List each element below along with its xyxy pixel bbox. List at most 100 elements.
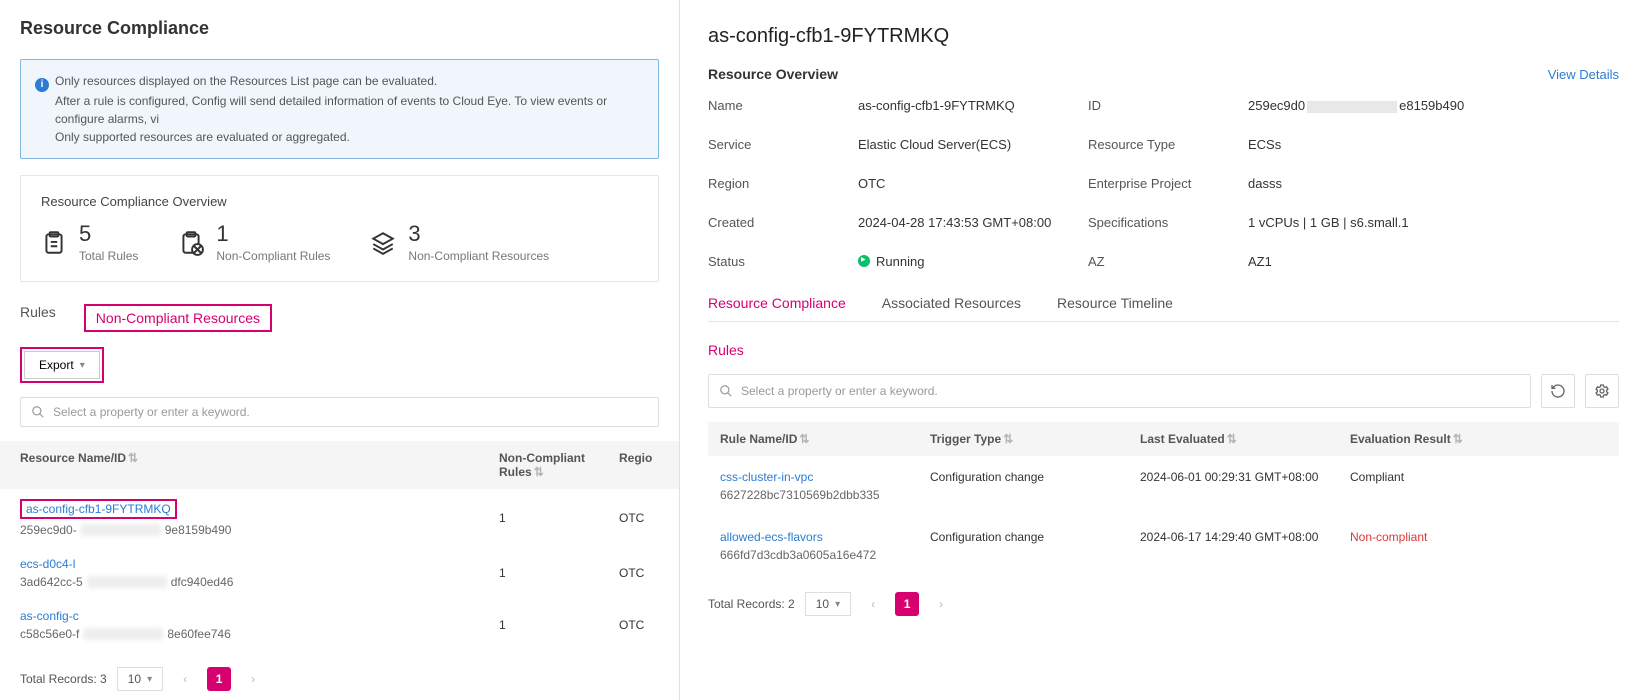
rule-name-link[interactable]: css-cluster-in-vpc: [720, 470, 813, 484]
info-line-1: Only resources displayed on the Resource…: [55, 74, 437, 88]
settings-button[interactable]: [1585, 374, 1619, 408]
view-details-link[interactable]: View Details: [1548, 67, 1619, 82]
th-eval-result[interactable]: Evaluation Result: [1350, 432, 1451, 446]
right-page-current[interactable]: 1: [895, 592, 919, 616]
search-icon: [31, 405, 45, 419]
right-table-body: css-cluster-in-vpc 6627228bc7310569b2dbb…: [708, 456, 1619, 576]
page-size-select[interactable]: 10 ▾: [117, 667, 163, 691]
left-search-input[interactable]: Select a property or enter a keyword.: [20, 397, 659, 427]
table-row: allowed-ecs-flavors 666fd7d3cdb3a0605a16…: [708, 516, 1619, 576]
th-trigger-type[interactable]: Trigger Type: [930, 432, 1001, 446]
right-pagination: Total Records: 2 10 ▾ ‹ 1 ›: [708, 576, 1619, 632]
resource-overview-grid: Name as-config-cfb1-9FYTRMKQ ID 259ec9d0…: [708, 98, 1619, 269]
kv-name-key: Name: [708, 98, 858, 113]
rule-name-link[interactable]: allowed-ecs-flavors: [720, 530, 823, 544]
kv-status-val: Running: [858, 254, 1088, 269]
left-search-placeholder: Select a property or enter a keyword.: [53, 405, 250, 419]
clipboard-icon: [41, 230, 67, 256]
left-table-header: Resource Name/ID⇅ Non-Compliant Rules⇅ R…: [0, 441, 679, 489]
sort-icon: ⇅: [1227, 432, 1237, 446]
kv-az-val: AZ1: [1248, 254, 1619, 269]
kv-id-key: ID: [1088, 98, 1248, 113]
cell-eval-result: Non-compliant: [1350, 530, 1607, 544]
page-prev[interactable]: ‹: [173, 667, 197, 691]
left-pagination: Total Records: 3 10 ▾ ‹ 1 ›: [0, 651, 679, 700]
stat-nc-res-label: Non-Compliant Resources: [408, 249, 549, 263]
stat-total-rules: 5 Total Rules: [41, 223, 138, 263]
right-page-size-select[interactable]: 10 ▾: [805, 592, 851, 616]
kv-ep-key: Enterprise Project: [1088, 176, 1248, 191]
right-page-next[interactable]: ›: [929, 592, 953, 616]
cell-trigger-type: Configuration change: [930, 530, 1140, 544]
gear-icon: [1594, 383, 1610, 399]
rule-id: 666fd7d3cdb3a0605a16e472: [720, 548, 930, 562]
kv-az-key: AZ: [1088, 254, 1248, 269]
right-page-prev[interactable]: ‹: [861, 592, 885, 616]
cell-eval-result: Compliant: [1350, 470, 1607, 484]
tab-noncompliant-resources[interactable]: Non-Compliant Resources: [84, 304, 272, 332]
page-size-value: 10: [128, 672, 141, 686]
right-table-header: Rule Name/ID⇅ Trigger Type⇅ Last Evaluat…: [708, 422, 1619, 456]
stat-nc-rules-label: Non-Compliant Rules: [216, 249, 330, 263]
kv-spec-val: 1 vCPUs | 1 GB | s6.small.1: [1248, 215, 1619, 230]
tab-resource-timeline[interactable]: Resource Timeline: [1057, 295, 1173, 321]
right-page-size-value: 10: [816, 597, 829, 611]
sort-icon: ⇅: [534, 465, 544, 479]
total-records: Total Records: 3: [20, 672, 107, 686]
resource-name-link[interactable]: as-config-c: [20, 609, 79, 623]
chevron-down-icon: ▾: [80, 360, 85, 371]
kv-id-val: 259ec9d0e8159b490: [1248, 98, 1619, 113]
resource-id: 259ec9d0-9e8159b490: [20, 523, 499, 537]
cell-nc-rules: 1: [499, 511, 619, 525]
stat-total-rules-num: 5: [79, 223, 138, 245]
export-button[interactable]: Export ▾: [24, 351, 100, 379]
detail-tabs: Resource Compliance Associated Resources…: [708, 295, 1619, 322]
page-next[interactable]: ›: [241, 667, 265, 691]
stat-nc-rules-num: 1: [216, 223, 330, 245]
right-search-input[interactable]: Select a property or enter a keyword.: [708, 374, 1531, 408]
cell-trigger-type: Configuration change: [930, 470, 1140, 484]
cell-region: OTC: [619, 511, 659, 525]
kv-service-key: Service: [708, 137, 858, 152]
resource-id: 3ad642cc-5dfc940ed46: [20, 575, 499, 589]
stat-total-rules-label: Total Rules: [79, 249, 138, 263]
chevron-down-icon: ▾: [147, 674, 152, 685]
left-panel: Resource Compliance i Only resources disp…: [0, 0, 680, 700]
refresh-icon: [1550, 383, 1566, 399]
kv-ep-val: dasss: [1248, 176, 1619, 191]
search-icon: [719, 384, 733, 398]
kv-spec-key: Specifications: [1088, 215, 1248, 230]
clipboard-cancel-icon: [178, 230, 204, 256]
right-search-placeholder: Select a property or enter a keyword.: [741, 384, 938, 398]
info-notice: i Only resources displayed on the Resourc…: [20, 59, 659, 159]
page-title: Resource Compliance: [0, 0, 679, 47]
info-icon: i: [35, 78, 49, 92]
info-line-3: Only supported resources are evaluated o…: [35, 128, 644, 146]
tab-rules[interactable]: Rules: [20, 304, 56, 332]
tab-resource-compliance[interactable]: Resource Compliance: [708, 295, 846, 321]
th-region[interactable]: Regio: [619, 451, 652, 465]
cell-nc-rules: 1: [499, 618, 619, 632]
overview-card-title: Resource Compliance Overview: [41, 194, 638, 209]
left-table-body: as-config-cfb1-9FYTRMKQ 259ec9d0-9e8159b…: [0, 489, 679, 651]
th-last-evaluated[interactable]: Last Evaluated: [1140, 432, 1225, 446]
tab-associated-resources[interactable]: Associated Resources: [882, 295, 1021, 321]
th-rule-name[interactable]: Rule Name/ID: [720, 432, 797, 446]
resource-name-link[interactable]: ecs-d0c4-l: [20, 557, 75, 571]
stat-noncompliant-rules: 1 Non-Compliant Rules: [178, 223, 330, 263]
resource-name-link[interactable]: as-config-cfb1-9FYTRMKQ: [26, 502, 171, 516]
cell-last-evaluated: 2024-06-01 00:29:31 GMT+08:00: [1140, 470, 1350, 484]
kv-rtype-val: ECSs: [1248, 137, 1619, 152]
kv-status-key: Status: [708, 254, 858, 269]
cell-nc-rules: 1: [499, 566, 619, 580]
refresh-button[interactable]: [1541, 374, 1575, 408]
cell-last-evaluated: 2024-06-17 14:29:40 GMT+08:00: [1140, 530, 1350, 544]
right-total-records: Total Records: 2: [708, 597, 795, 611]
info-line-2: After a rule is configured, Config will …: [35, 92, 644, 128]
page-current[interactable]: 1: [207, 667, 231, 691]
right-panel: as-config-cfb1-9FYTRMKQ Resource Overvie…: [680, 0, 1647, 700]
rule-id: 6627228bc7310569b2dbb335: [720, 488, 930, 502]
resource-id: c58c56e0-f8e60fee746: [20, 627, 499, 641]
status-running-icon: [858, 255, 870, 267]
th-resource-name[interactable]: Resource Name/ID: [20, 451, 126, 465]
